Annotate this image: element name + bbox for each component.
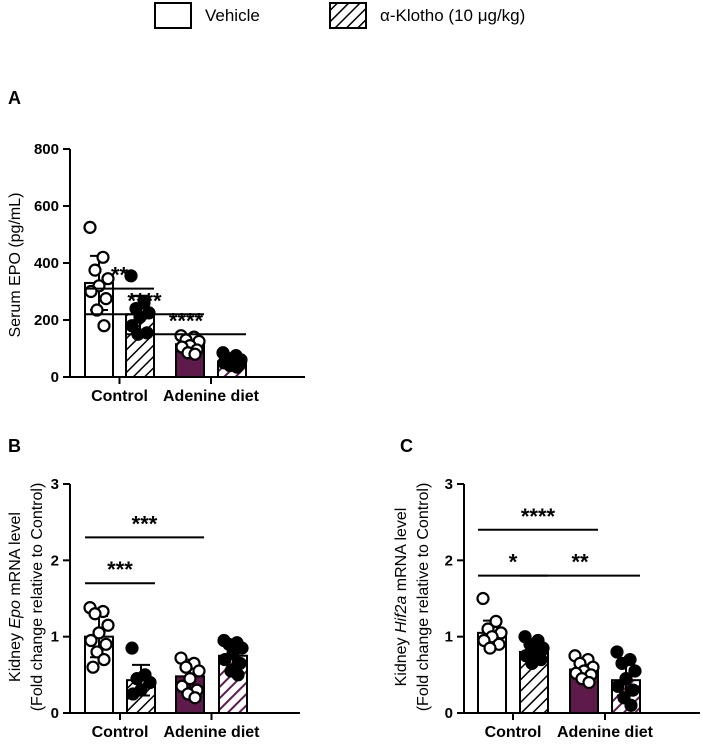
- data-point: [626, 683, 640, 697]
- data-point: [624, 698, 638, 712]
- data-point: [230, 360, 244, 374]
- data-point: [143, 675, 157, 690]
- data-point: [231, 668, 245, 682]
- x-category-label: Control: [485, 724, 542, 741]
- panel-label-c: C: [400, 436, 413, 456]
- data-point: [90, 303, 104, 317]
- data-point: [628, 664, 642, 678]
- data-point: [476, 591, 490, 606]
- y-tick-label: 1: [51, 629, 59, 646]
- data-point: [610, 645, 624, 659]
- significance-label: ***: [107, 557, 133, 582]
- panel-label-a: A: [8, 88, 21, 108]
- y-axis: 0 1 2 3: [51, 476, 71, 722]
- significance-marks: ***** **: [478, 504, 640, 577]
- y-axis: 0 1 2 3: [445, 476, 465, 722]
- data-marks: [83, 220, 248, 379]
- legend-label-klotho: α-Klotho (10 μg/kg): [380, 6, 525, 25]
- data-point: [101, 618, 115, 632]
- data-point: [619, 672, 633, 686]
- legend-swatch-klotho: [329, 2, 367, 29]
- significance-marks: *** ***: [85, 511, 204, 585]
- legend-swatch-vehicle: [154, 2, 192, 29]
- data-point: [92, 626, 106, 640]
- data-point: [88, 263, 102, 277]
- legend-label-vehicle: Vehicle: [205, 6, 260, 25]
- significance-label: ***: [132, 511, 158, 536]
- x-axis: Control Adenine diet: [464, 712, 700, 741]
- y-axis: 0 200 400 600 800: [34, 141, 71, 386]
- y-axis-label-line2: (Fold change relative to Control): [415, 483, 432, 712]
- y-axis-label-line1: Kidney Hif2a mRNA level: [393, 508, 410, 687]
- y-tick-label: 0: [51, 705, 59, 722]
- y-axis-label-line1: Kidney Epo mRNA level: [7, 512, 24, 682]
- x-category-label: Control: [91, 388, 148, 405]
- x-axis: Control Adenine diet: [70, 712, 300, 741]
- significance-label: **: [111, 263, 129, 288]
- data-point: [525, 656, 539, 670]
- legend: Vehicle α-Klotho (10 μg/kg): [154, 2, 525, 29]
- data-point: [125, 641, 139, 655]
- data-marks: [83, 601, 249, 715]
- x-axis: Control Adenine diet: [70, 376, 305, 405]
- x-category-label: Adenine diet: [557, 724, 654, 741]
- significance-marks: **********: [85, 263, 246, 336]
- y-tick-label: 2: [51, 552, 59, 569]
- data-point: [97, 319, 111, 333]
- y-axis-label-line2: (Fold change relative to Control): [29, 483, 46, 712]
- x-category-label: Adenine diet: [163, 724, 260, 741]
- data-point: [96, 250, 110, 264]
- data-point: [188, 691, 202, 705]
- data-point: [88, 607, 102, 621]
- data-point: [84, 633, 98, 648]
- data-point: [83, 220, 97, 234]
- significance-label: ****: [169, 308, 204, 333]
- y-tick-label: 1: [445, 629, 453, 646]
- y-tick-label: 2: [445, 552, 453, 569]
- data-point: [582, 675, 596, 690]
- y-axis-label: Serum EPO (pg/mL): [7, 193, 24, 338]
- significance-label: *: [509, 550, 518, 575]
- data-marks: [476, 591, 642, 715]
- y-tick-label: 3: [51, 476, 59, 493]
- data-point: [125, 319, 139, 333]
- panel-b-kidney-epo: 0 1 2 3 Control Adenine diet *** *** Kidney E…: [7, 476, 300, 741]
- data-point: [101, 272, 115, 286]
- data-point: [124, 269, 138, 283]
- data-point: [489, 614, 503, 629]
- data-point: [130, 672, 144, 686]
- y-tick-label: 3: [445, 476, 453, 493]
- significance-label: ****: [127, 288, 162, 313]
- significance-label: ****: [521, 504, 556, 529]
- y-tick-label: 600: [34, 198, 59, 215]
- significance-label: **: [571, 550, 589, 575]
- data-point: [611, 679, 625, 693]
- data-point: [99, 637, 113, 651]
- data-point: [99, 292, 113, 306]
- data-point: [188, 347, 202, 361]
- y-tick-label: 400: [34, 255, 59, 272]
- data-point: [126, 687, 140, 701]
- data-point: [218, 652, 232, 667]
- y-tick-label: 800: [34, 141, 59, 158]
- data-point: [483, 641, 497, 655]
- data-point: [179, 660, 193, 674]
- data-point: [97, 652, 111, 667]
- data-point: [183, 672, 197, 686]
- y-tick-label: 0: [51, 369, 59, 386]
- data-point: [86, 660, 100, 674]
- panel-label-b: B: [8, 436, 21, 456]
- x-category-label: Adenine diet: [163, 388, 260, 405]
- y-tick-label: 200: [34, 312, 59, 329]
- data-point: [615, 656, 629, 670]
- y-tick-label: 0: [445, 705, 453, 722]
- data-point: [192, 664, 206, 678]
- x-category-label: Control: [92, 724, 149, 741]
